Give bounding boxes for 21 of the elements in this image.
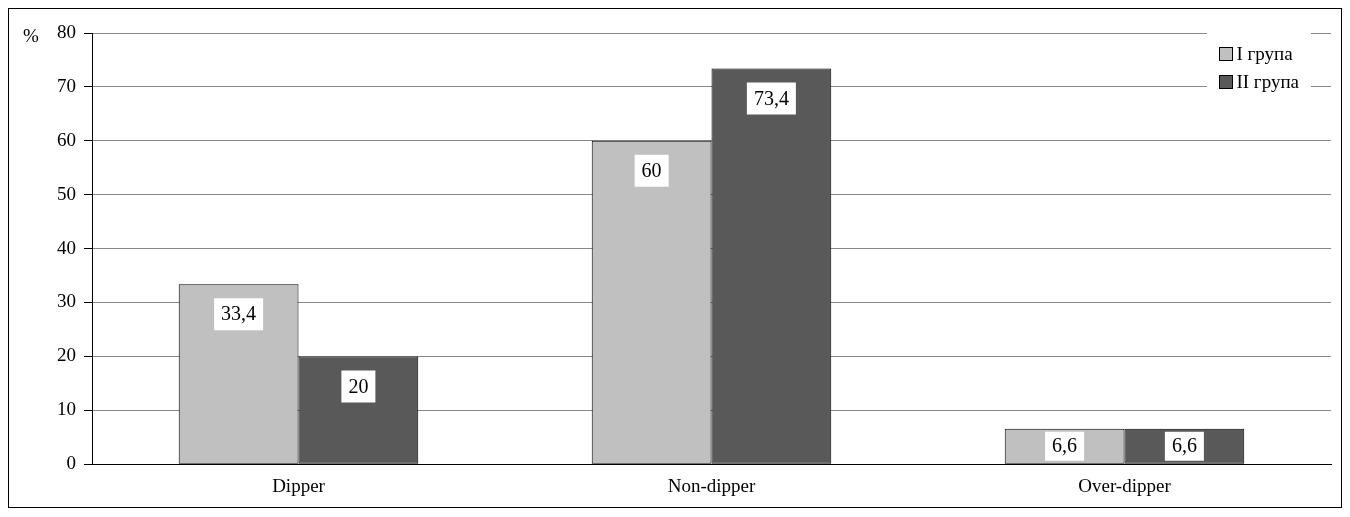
data-label: 6,6 bbox=[1052, 434, 1078, 457]
y-tick-label: 50 bbox=[57, 182, 76, 204]
y-tick-label: 40 bbox=[57, 236, 76, 258]
y-tick-label: 80 bbox=[57, 20, 76, 42]
y-tick-label: 0 bbox=[66, 452, 76, 474]
x-tick-label: Non-dipper bbox=[667, 474, 756, 496]
x-tick-label: Over-dipper bbox=[1078, 474, 1172, 496]
legend-label: I група bbox=[1236, 43, 1293, 65]
y-tick-label: 20 bbox=[57, 344, 76, 366]
data-label: 33,4 bbox=[221, 302, 257, 325]
y-tick-label: 30 bbox=[57, 290, 76, 312]
data-label: 60 bbox=[641, 159, 662, 182]
y-axis-title: % bbox=[23, 25, 39, 47]
data-label: 73,4 bbox=[753, 86, 789, 109]
y-tick-label: 10 bbox=[57, 398, 76, 420]
data-label: 20 bbox=[348, 374, 369, 397]
y-tick-label: 70 bbox=[57, 74, 76, 96]
y-tick-label: 60 bbox=[57, 128, 76, 150]
legend-label: II група bbox=[1236, 71, 1299, 93]
x-tick-label: Dipper bbox=[272, 474, 326, 496]
data-label: 6,6 bbox=[1171, 434, 1197, 457]
